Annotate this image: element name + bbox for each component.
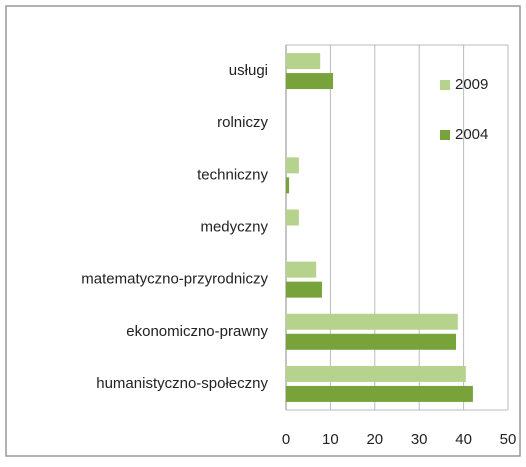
bar (286, 281, 322, 298)
bar (286, 209, 299, 226)
x-tick-label: 30 (411, 431, 428, 448)
y-tick-label: rolniczy (217, 114, 268, 131)
x-tick-label: 0 (282, 431, 290, 448)
bar (286, 333, 457, 350)
bar (286, 385, 473, 402)
bar (286, 365, 466, 382)
y-tick-label: techniczny (197, 166, 268, 183)
legend-label: 2004 (455, 126, 488, 143)
x-tick-label: 10 (322, 431, 339, 448)
y-tick-label: medyczny (200, 218, 268, 235)
y-tick-label: humanistyczno-społeczny (96, 375, 268, 392)
bar (286, 313, 458, 330)
x-tick-label: 50 (500, 431, 517, 448)
bar (286, 73, 334, 90)
bar (286, 177, 290, 194)
x-tick-label: 40 (455, 431, 472, 448)
y-tick-label: usługi (229, 62, 268, 79)
x-tick-label: 20 (366, 431, 383, 448)
bar (286, 261, 317, 278)
bar (286, 53, 321, 70)
legend-swatch (440, 80, 450, 90)
y-tick-label: ekonomiczno-prawny (126, 323, 268, 340)
legend-swatch (440, 130, 450, 140)
bar (286, 157, 299, 174)
y-tick-label: matematyczno-przyrodniczy (81, 271, 268, 288)
legend-label: 2009 (455, 76, 488, 93)
